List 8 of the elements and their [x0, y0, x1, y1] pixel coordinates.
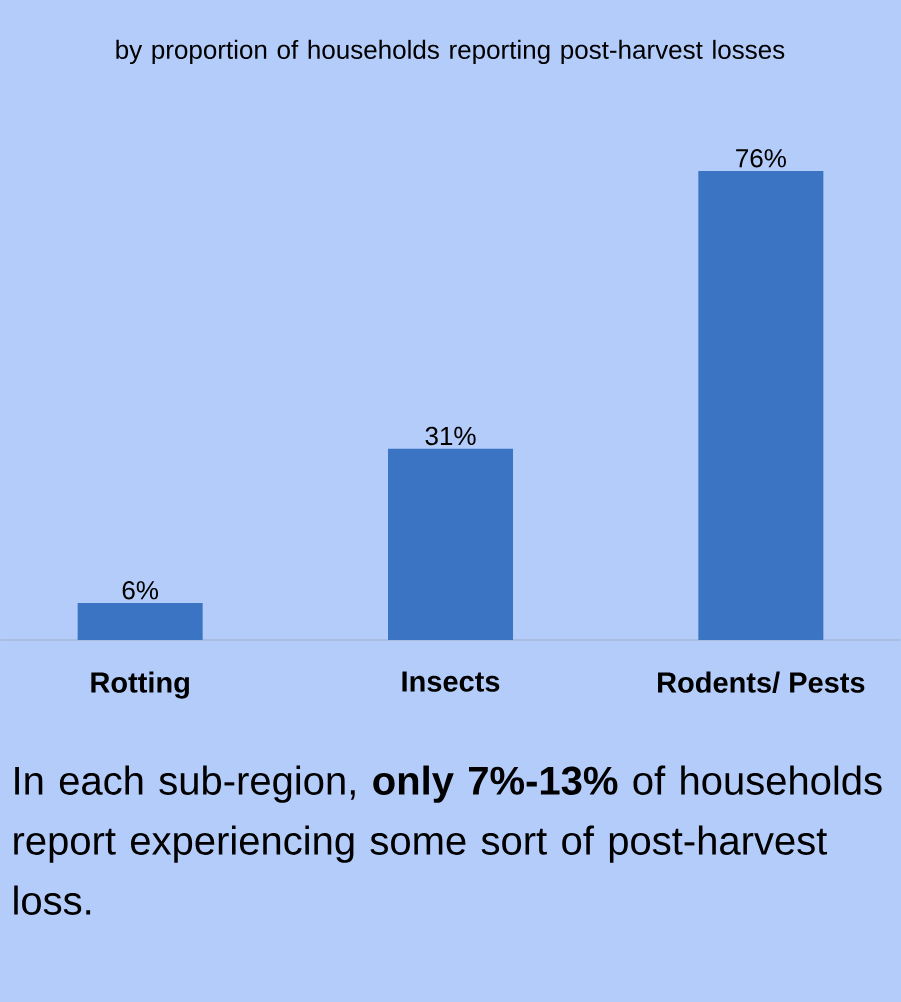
x-tick-label: Rodents/ Pests [658, 671, 865, 694]
data-label: 31% [425, 426, 476, 446]
x-tick-label: Rotting [91, 671, 189, 699]
chart-title: by proportion of households reporting post-harvest losses [116, 39, 785, 65]
data-label: 6% [122, 581, 159, 600]
text: In each sub-region, only 7%-13% of households report experiencing some sort of post-harvest loss. [14, 765, 882, 915]
x-tick-label: Insects [402, 671, 500, 692]
data-label: 76% [736, 149, 786, 168]
